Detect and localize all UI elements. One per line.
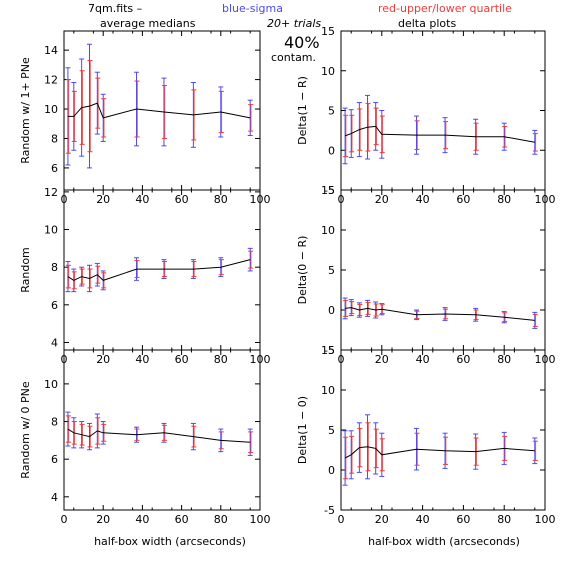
contamination-percent: 40%	[284, 33, 320, 52]
x-tick-label: 80	[497, 513, 511, 526]
x-tick-label: 20	[375, 193, 389, 206]
legend-quartile: red-upper/lower quartile	[378, 2, 512, 15]
y-tick-label: 15	[321, 25, 335, 38]
y-tick-label: 12	[44, 74, 58, 87]
file-name: 7qm.fits –	[88, 2, 142, 15]
left-column-title: average medians	[100, 17, 196, 30]
x-tick-label: 80	[497, 353, 511, 366]
y-axis-label: Random w/ 1+ PNe	[19, 57, 32, 164]
y-tick-label: -5	[324, 344, 335, 357]
y-tick-label: -5	[324, 504, 335, 517]
x-tick-label: 20	[375, 353, 389, 366]
legend-sigma: blue-sigma	[222, 2, 283, 15]
plot-frame	[340, 189, 546, 351]
y-tick-label: 4	[51, 336, 58, 349]
y-tick-label: 12	[44, 186, 58, 199]
y-axis-label: Delta(1 − R)	[296, 76, 309, 145]
y-tick-label: 4	[51, 491, 58, 504]
right-column-title: delta plots	[398, 17, 456, 30]
y-tick-label: 8	[51, 261, 58, 274]
y-tick-label: 0	[328, 144, 335, 157]
y-axis-label: Delta(0 − R)	[296, 236, 309, 305]
y-axis-label: Random	[19, 247, 32, 293]
x-tick-label: 0	[338, 513, 345, 526]
x-tick-label: 80	[214, 513, 228, 526]
y-tick-label: -5	[324, 184, 335, 197]
x-tick-label: 20	[96, 513, 110, 526]
x-tick-label: 60	[456, 193, 470, 206]
y-axis-label: Random w/ 0 PNe	[19, 381, 32, 479]
y-tick-label: 5	[328, 424, 335, 437]
figure-header: 7qm.fits – blue-sigma red-upper/lower qu…	[88, 2, 512, 64]
x-tick-label: 0	[61, 513, 68, 526]
x-tick-label: 20	[96, 193, 110, 206]
y-tick-label: 10	[44, 103, 58, 116]
x-tick-label: 40	[135, 353, 149, 366]
x-tick-label: 60	[175, 193, 189, 206]
y-tick-label: 15	[321, 184, 335, 197]
median-line	[67, 428, 251, 443]
plot-frame	[63, 349, 261, 511]
median-line	[344, 446, 535, 459]
x-tick-label: 40	[135, 513, 149, 526]
x-tick-label: 40	[416, 513, 430, 526]
y-tick-label: 6	[51, 453, 58, 466]
plot-frame	[63, 189, 261, 351]
x-tick-label: 20	[375, 513, 389, 526]
y-tick-label: 10	[44, 378, 58, 391]
x-tick-label: 80	[497, 193, 511, 206]
x-tick-label: 60	[456, 353, 470, 366]
y-tick-label: 10	[321, 65, 335, 78]
median-line	[345, 307, 535, 321]
x-tick-label: 40	[416, 353, 430, 366]
y-tick-label: 5	[328, 264, 335, 277]
y-tick-label: 0	[328, 464, 335, 477]
x-tick-label: 60	[175, 513, 189, 526]
y-axis-label: Delta(1 − 0)	[296, 396, 309, 464]
x-tick-label: 20	[96, 353, 110, 366]
plot-frame	[63, 30, 261, 191]
x-tick-label: 40	[135, 193, 149, 206]
y-tick-label: 10	[321, 384, 335, 397]
contamination-label: contam.	[271, 51, 316, 64]
median-line	[67, 259, 251, 281]
trials-label: 20+ trials	[267, 17, 321, 30]
median-line	[67, 102, 251, 119]
y-tick-label: 15	[321, 344, 335, 357]
y-tick-label: 8	[51, 132, 58, 145]
plot-frame	[340, 30, 546, 191]
x-tick-label: 40	[416, 193, 430, 206]
median-line	[344, 125, 535, 143]
y-tick-label: 5	[328, 105, 335, 118]
panel-random-0pne: 0 20 40 60 80 100 4 6 8 10 Random w/ 0 PNe	[19, 349, 271, 526]
y-tick-label: 10	[44, 224, 58, 237]
x-tick-label: 60	[456, 513, 470, 526]
y-tick-label: 8	[51, 416, 58, 429]
x-axis-label-right: half-box width (arcseconds)	[368, 535, 520, 548]
y-tick-label: 0	[328, 304, 335, 317]
x-tick-label: 80	[214, 353, 228, 366]
x-tick-label: 60	[175, 353, 189, 366]
x-tick-label: 100	[535, 513, 556, 526]
y-tick-label: 6	[51, 299, 58, 312]
y-tick-label: 10	[321, 224, 335, 237]
plot-frame	[340, 349, 546, 511]
y-tick-label: 6	[51, 162, 58, 175]
x-tick-label: 100	[250, 513, 271, 526]
x-axis-label-left: half-box width (arcseconds)	[94, 535, 246, 548]
x-tick-label: 80	[214, 193, 228, 206]
y-tick-label: 14	[44, 44, 58, 57]
